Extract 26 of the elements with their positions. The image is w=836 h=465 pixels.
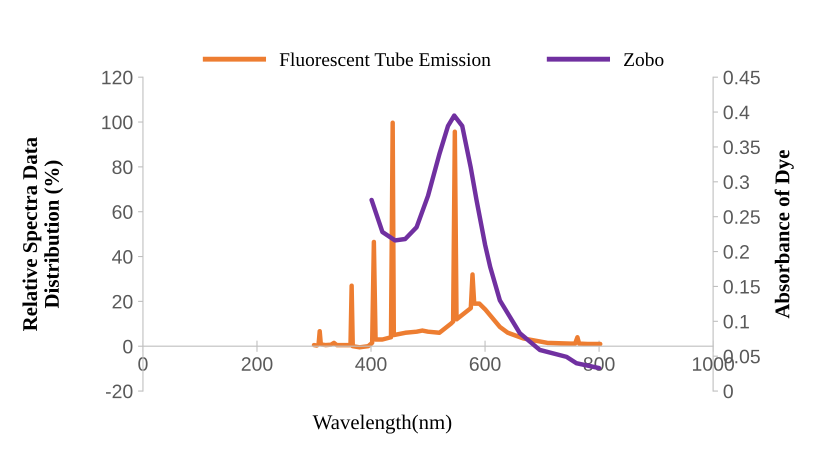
y2-tick-label: 0.15	[724, 280, 760, 294]
y2-tick-label: 0.35	[724, 140, 760, 154]
y-tick-label: 80	[112, 160, 132, 174]
x-tick-label: 400	[355, 357, 386, 371]
x-tick-label: 600	[470, 357, 501, 371]
y-tick-label: 60	[112, 205, 132, 219]
y2-tick-label: 0.25	[724, 210, 760, 224]
x-tick-label: 200	[242, 357, 272, 371]
legend-label: Fluorescent Tube Emission	[280, 52, 491, 66]
y-axis-title: Relative Spectra Data Distribution (%)	[22, 137, 64, 331]
y-tick-label: 0	[123, 340, 132, 354]
y2-tick-label: 0.4	[724, 106, 750, 120]
y2-tick-label: 0.1	[724, 314, 749, 329]
y2-tick-label: 0	[724, 384, 733, 398]
y2-tick-label: 0.3	[724, 175, 750, 190]
y-tick-label: -20	[106, 384, 132, 398]
y2-tick-label: 0.45	[724, 70, 760, 84]
line-series	[312, 120, 602, 350]
x-axis-title: Wavelength(nm)	[312, 414, 452, 434]
y2-tick-label: 0.2	[724, 245, 749, 259]
y-tick-label: 20	[112, 294, 132, 309]
y-tick-label: 40	[112, 250, 132, 264]
y-tick-label: 120	[102, 70, 132, 84]
y2-axis-title: Absorbance of Dye	[774, 150, 794, 318]
legend-label: Zobo	[624, 52, 664, 66]
y-tick-label: 100	[102, 115, 132, 130]
